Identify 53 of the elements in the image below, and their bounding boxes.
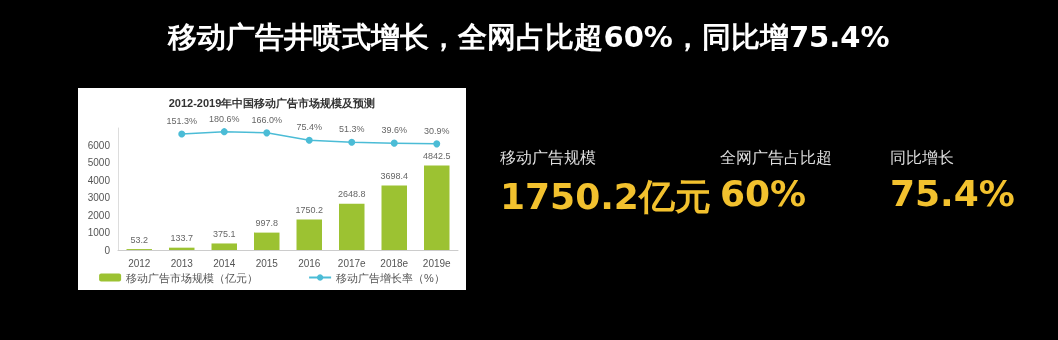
point bbox=[305, 136, 313, 144]
text: 60% bbox=[720, 173, 808, 214]
data-label: 30.9% bbox=[423, 125, 450, 136]
y-tick-label: 0 bbox=[104, 244, 111, 256]
data-label: 151.3% bbox=[166, 116, 198, 127]
y-tick-label: 6000 bbox=[87, 139, 111, 151]
bar bbox=[339, 203, 365, 250]
point bbox=[390, 139, 398, 147]
text: 75.4% bbox=[890, 173, 1015, 214]
data-label: 4842.5 bbox=[422, 151, 451, 162]
bar bbox=[381, 185, 407, 250]
bar bbox=[254, 232, 280, 250]
text: 1750.2亿元 bbox=[500, 175, 711, 219]
y-tick-label: 1000 bbox=[87, 227, 111, 239]
data-label: 1750.2 bbox=[295, 205, 324, 215]
bar bbox=[211, 243, 237, 250]
legend-label: 移动广告增长率（%） bbox=[336, 271, 445, 284]
text: 移动广告井喷式增长，全网占比超60%，同比增75.4% bbox=[166, 19, 891, 56]
y-tick-label: 5000 bbox=[87, 157, 111, 169]
x-tick-label: 2016 bbox=[298, 257, 321, 269]
x-tick-label: 2017e bbox=[337, 257, 367, 269]
data-label: 39.6% bbox=[381, 125, 408, 136]
text: 同比增长 bbox=[890, 148, 955, 169]
bar bbox=[296, 219, 322, 250]
point bbox=[263, 129, 271, 137]
text: 移动广告规模 bbox=[500, 148, 597, 169]
data-label: 997.8 bbox=[255, 218, 279, 229]
x-tick-label: 2013 bbox=[170, 257, 194, 269]
bar bbox=[424, 165, 450, 250]
point bbox=[178, 130, 186, 138]
chart-subtitle: 2012-2019年中国移动广告市场规模及预测 bbox=[168, 96, 376, 109]
x-tick-label: 2015 bbox=[255, 257, 279, 269]
point bbox=[433, 140, 441, 148]
data-label: 2648.8 bbox=[337, 189, 366, 200]
point bbox=[220, 128, 228, 136]
data-label: 3698.4 bbox=[380, 171, 409, 182]
x-tick-label: 2019e bbox=[422, 257, 452, 269]
x-tick-label: 2018e bbox=[380, 257, 409, 269]
y-tick-label: 4000 bbox=[87, 174, 111, 186]
y-tick-label: 3000 bbox=[87, 192, 111, 204]
data-label: 375.1 bbox=[212, 228, 236, 239]
data-label: 53.2 bbox=[130, 234, 149, 245]
data-label: 133.7 bbox=[170, 233, 194, 244]
y-tick-label: 2000 bbox=[87, 209, 111, 221]
x-tick-label: 2012 bbox=[128, 257, 151, 269]
data-label: 166.0% bbox=[251, 114, 283, 125]
text: 全网广告占比超 bbox=[720, 148, 832, 169]
data-label: 180.6% bbox=[208, 113, 240, 124]
legend-label: 移动广告市场规模（亿元） bbox=[126, 271, 259, 284]
point bbox=[348, 138, 356, 146]
data-label: 51.3% bbox=[338, 124, 365, 135]
data-label: 75.4% bbox=[296, 122, 323, 133]
x-tick-label: 2014 bbox=[213, 257, 236, 269]
